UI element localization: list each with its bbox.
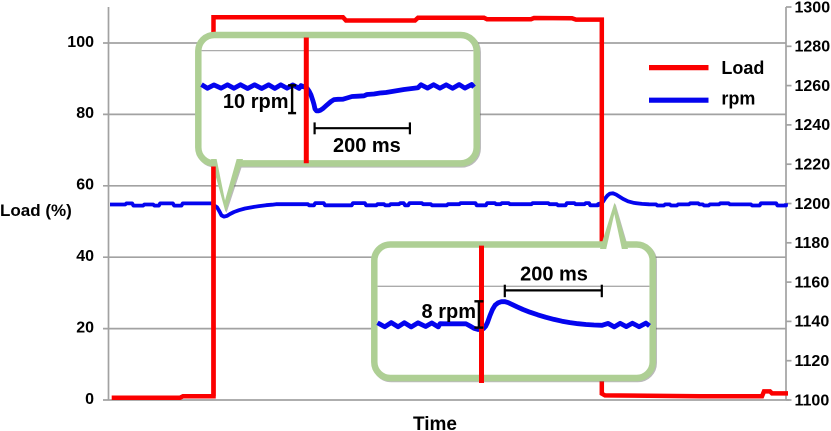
svg-text:200 ms: 200 ms [333,135,401,157]
svg-text:1260: 1260 [795,78,831,95]
svg-text:1280: 1280 [795,39,831,56]
svg-text:1240: 1240 [795,117,831,134]
svg-text:1300: 1300 [795,0,831,16]
svg-text:1140: 1140 [795,314,830,331]
svg-text:200 ms: 200 ms [520,264,588,286]
svg-text:rpm: rpm [721,89,755,109]
svg-text:80: 80 [76,105,94,122]
svg-text:0: 0 [85,391,94,408]
svg-text:1120: 1120 [795,353,830,370]
svg-text:40: 40 [76,248,94,265]
svg-text:1220: 1220 [795,157,831,174]
svg-text:Load (%): Load (%) [0,201,72,220]
svg-text:8 rpm: 8 rpm [422,301,476,323]
svg-text:20: 20 [76,319,94,336]
svg-text:1200: 1200 [795,196,831,213]
svg-text:1100: 1100 [795,392,830,409]
svg-text:60: 60 [76,177,94,194]
svg-text:Time: Time [413,414,457,431]
svg-text:1180: 1180 [795,235,830,252]
svg-text:100: 100 [67,34,94,51]
svg-text:Load: Load [721,58,764,78]
svg-text:1160: 1160 [795,274,830,291]
svg-text:10 rpm: 10 rpm [223,91,289,113]
